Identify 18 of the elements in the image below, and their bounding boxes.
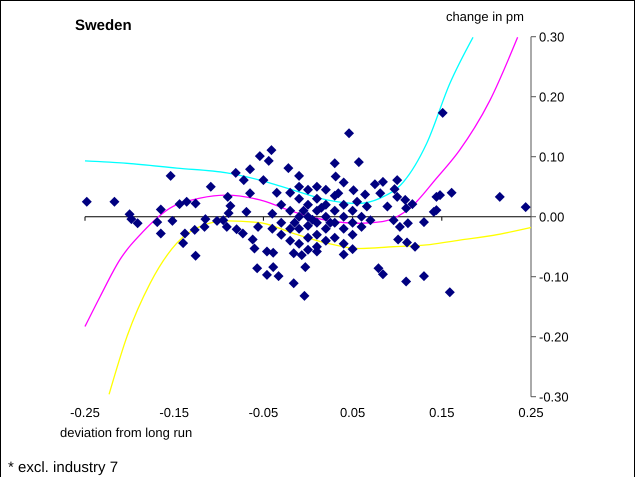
x-tick-label: 0.15 <box>429 405 454 420</box>
y-tick-label: -0.10 <box>539 269 569 284</box>
y-tick-label: 0.20 <box>539 89 564 104</box>
x-tick-label: 0.05 <box>340 405 366 420</box>
y-axis-title: change in pm <box>446 9 524 24</box>
y-tick-label: -0.20 <box>539 329 569 344</box>
chart-title: Sweden <box>75 17 132 34</box>
y-tick-label: 0.30 <box>539 29 564 44</box>
y-tick-label: 0.00 <box>539 209 564 224</box>
y-tick-label: -0.30 <box>539 389 569 404</box>
text: * excl. industry 7 <box>8 459 118 476</box>
x-tick-label: -0.05 <box>248 405 278 420</box>
x-tick-label: -0.25 <box>70 405 100 420</box>
x-tick-label: -0.15 <box>159 405 190 420</box>
y-tick-label: 0.10 <box>539 149 564 164</box>
x-axis-title: deviation from long run <box>60 425 192 440</box>
x-tick-label: 0.25 <box>518 405 544 420</box>
line-series <box>84 36 518 328</box>
